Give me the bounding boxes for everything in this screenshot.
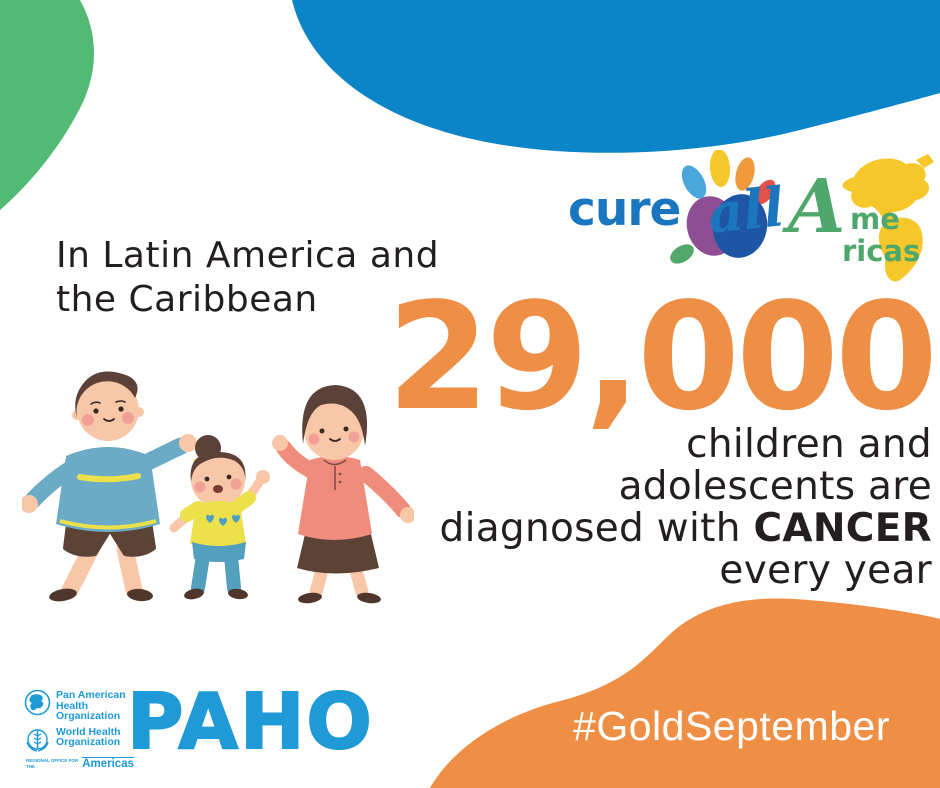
regional-office-label: REGIONAL OFFICE FOR THE [26,757,79,769]
americas-ricas-text: ricas [842,234,921,268]
gold-september-hashtag: #GoldSeptember [573,703,890,749]
paho-emblem-icon [24,689,51,716]
who-emblem-icon [26,728,49,752]
stat-number: 29,000 [386,271,938,443]
who-line: World Health [56,725,121,738]
pan-american-line: Health [56,699,89,712]
who-row: World Health Organization [24,726,134,753]
stat-line-2: adolescents are [618,464,932,509]
stat-line-1: children and [686,422,932,467]
father-figure [22,371,197,602]
hand-icon [670,150,776,264]
americas-label: Americas [82,756,134,770]
family-illustration [22,371,414,604]
cancer-emphasis: CANCER [753,506,932,551]
regional-office-row: REGIONAL OFFICE FOR THE Americas [24,756,134,770]
green-blob-shape [0,0,94,210]
headline-line-2: the Caribbean [56,279,318,320]
pan-american-row: Pan American Health Organization [24,689,134,722]
headline-line-1: In Latin America and [56,235,440,276]
pan-american-line: Organization [56,710,121,722]
orange-blob-shape [430,598,940,788]
paho-who-emblems: Pan American Health Organization World H… [24,689,134,770]
stat-line-3: diagnosed with CANCER [439,506,932,551]
blue-blob-shape [292,0,940,153]
cureall-americas-logo: cure all A me ricas [562,150,940,290]
paho-wordmark: PAHO [126,677,374,768]
americas-map-icon [842,154,934,282]
americas-me-text: me [850,202,900,236]
headline: In Latin America and the Caribbean [56,234,439,322]
girl-figure [169,435,270,600]
stat-line-4: every year [719,548,932,593]
stat-description: children and adolescents are diagnosed w… [440,424,932,592]
all-script-text: all [704,174,788,246]
cure-wordmark: cure [568,182,681,237]
who-line: Organization [56,736,121,748]
americas-a-letter: A [788,164,846,250]
pan-american-line: Pan American [56,689,126,701]
mother-figure [272,385,414,604]
